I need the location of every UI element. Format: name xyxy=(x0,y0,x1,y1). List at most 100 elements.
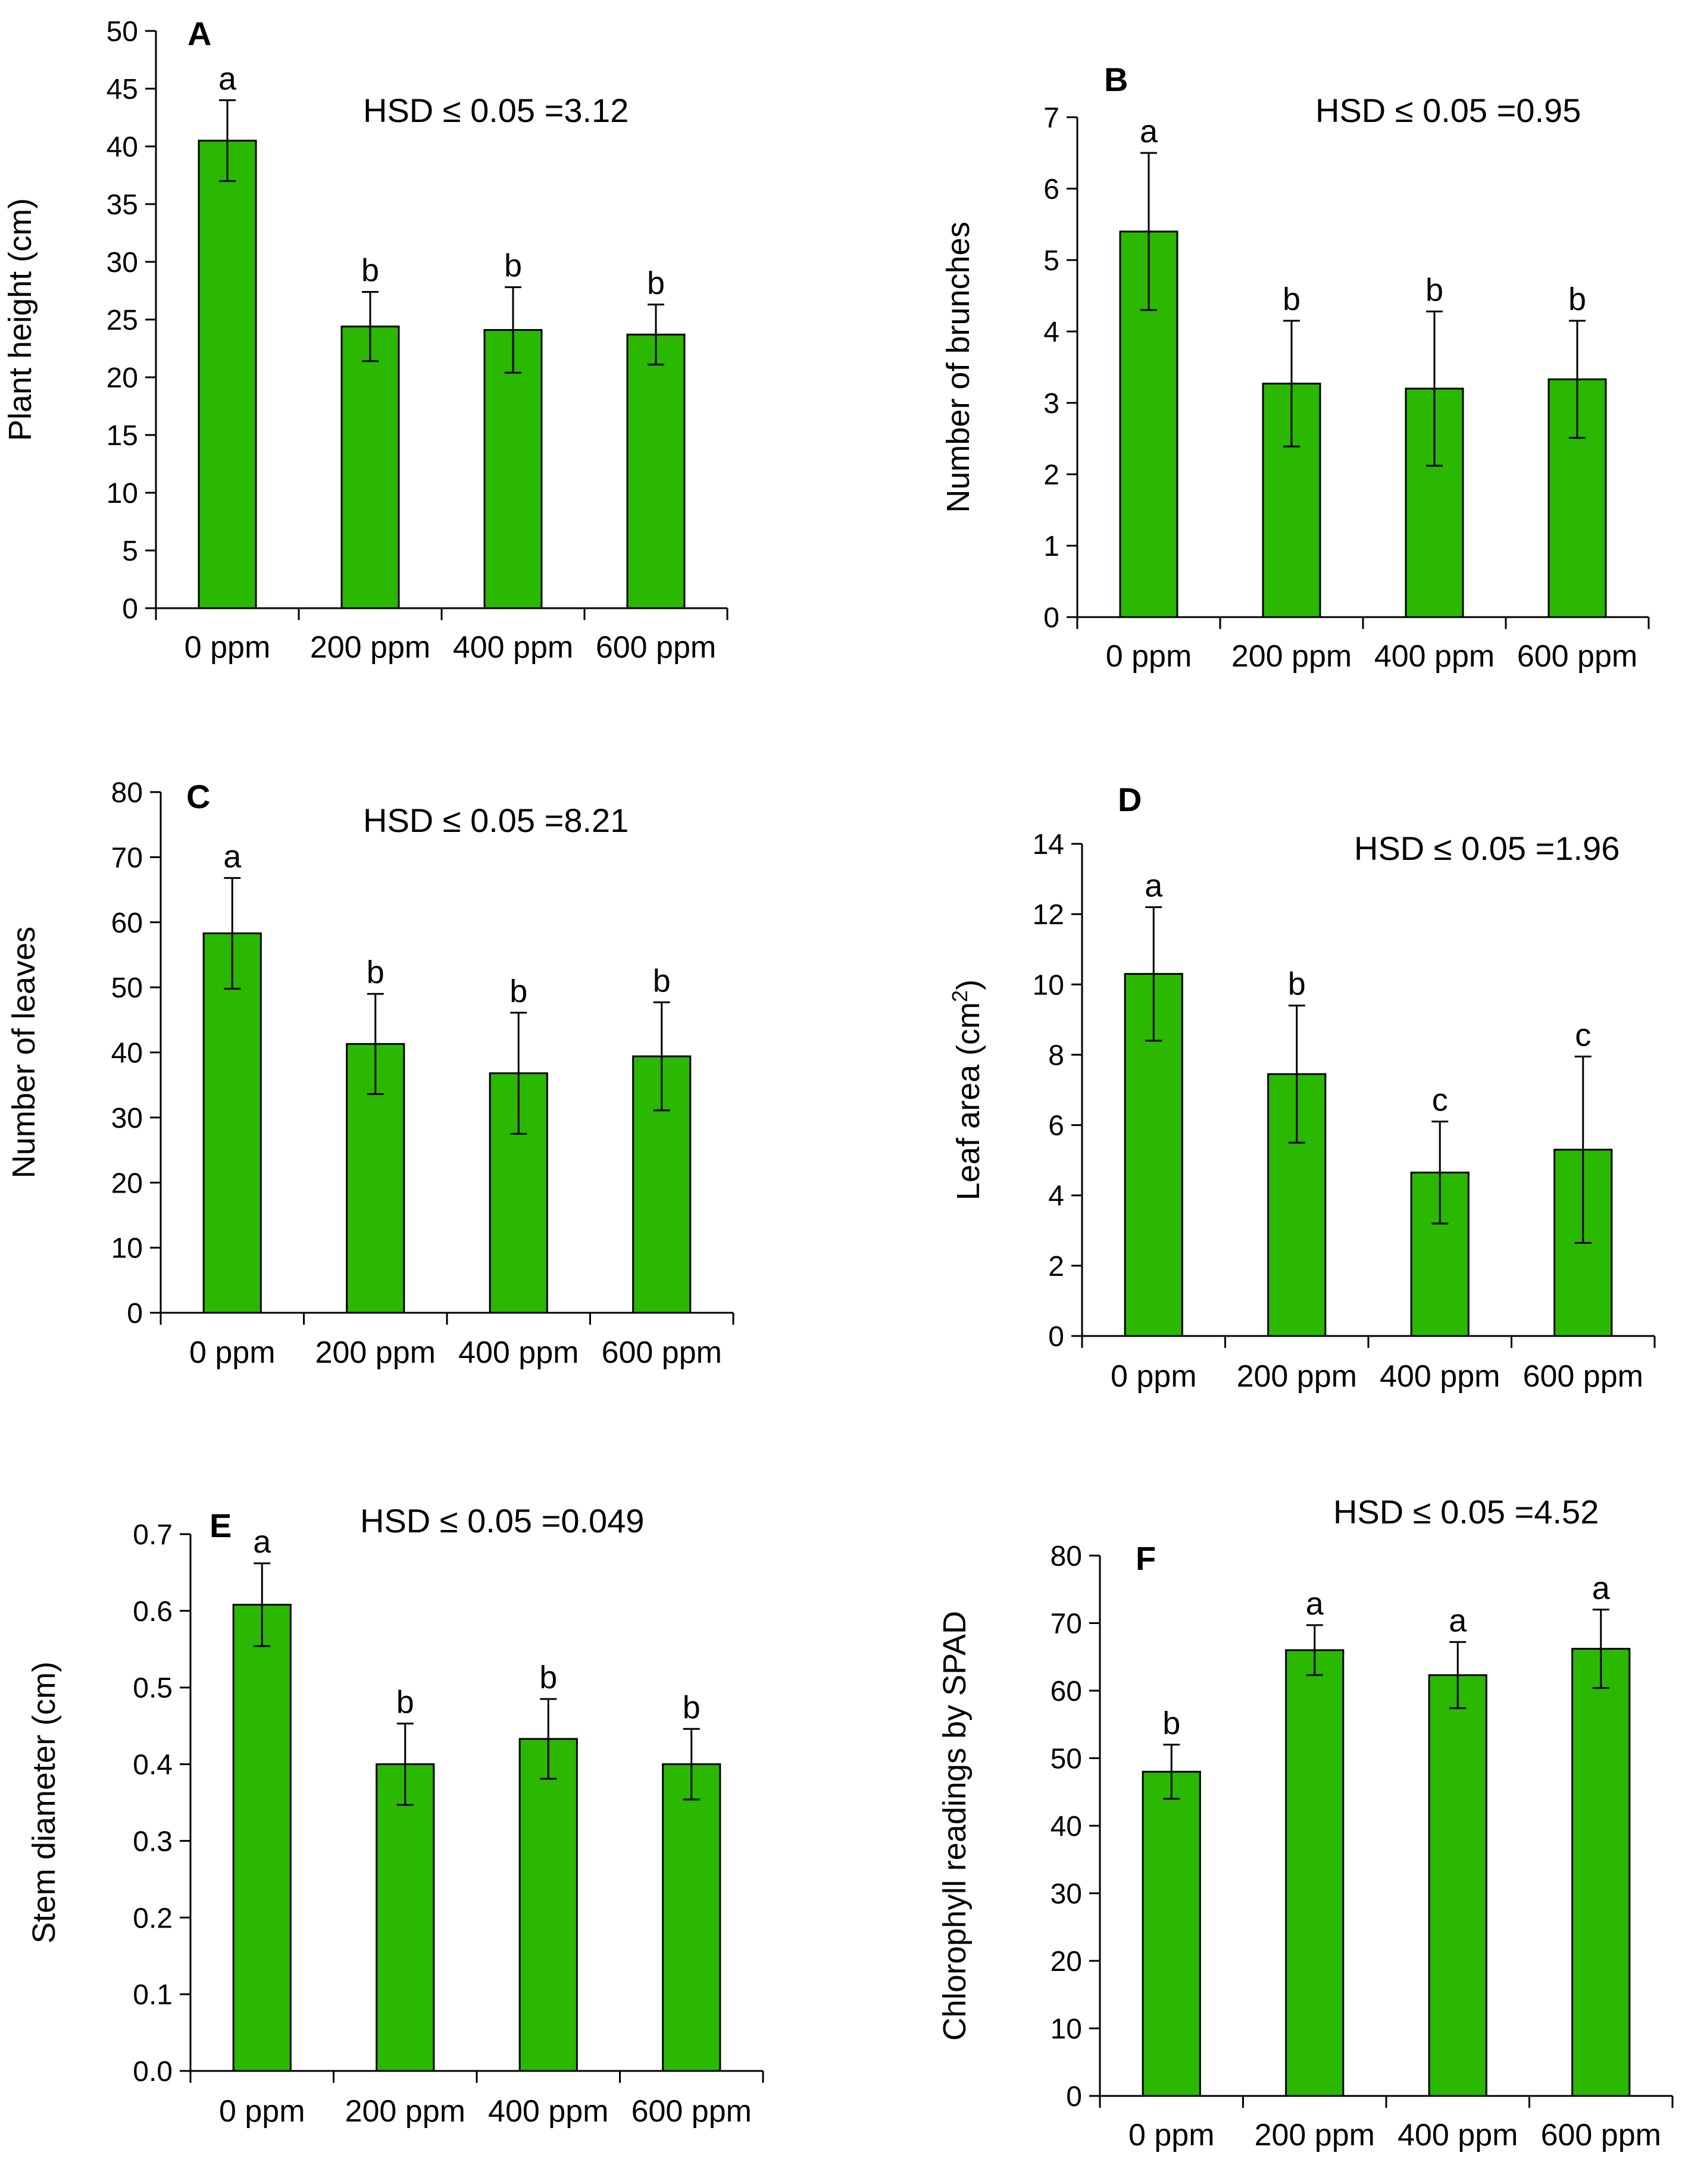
y-tick-label: 60 xyxy=(1051,1676,1082,1707)
bar xyxy=(198,139,257,609)
y-tick-label: 25 xyxy=(107,305,138,336)
significance-letter: b xyxy=(1568,281,1586,317)
y-tick-label: 80 xyxy=(111,777,143,809)
bar xyxy=(626,333,686,609)
hsd-annotation: HSD ≤ 0.05 =3.12 xyxy=(363,92,629,129)
significance-letter: b xyxy=(367,955,384,990)
hsd-annotation: HSD ≤ 0.05 =1.96 xyxy=(1354,830,1620,867)
y-tick-label: 30 xyxy=(107,247,138,279)
x-category-label: 600 ppm xyxy=(1541,2118,1661,2152)
y-tick-label: 0.6 xyxy=(133,1596,173,1628)
panel-letter: D xyxy=(1118,781,1142,818)
significance-letter: a xyxy=(218,61,237,96)
y-tick-label: 2 xyxy=(1048,1251,1064,1282)
hsd-annotation: HSD ≤ 0.05 =0.049 xyxy=(360,1502,644,1540)
y-tick-label: 0.7 xyxy=(133,1519,173,1551)
y-tick-label: 70 xyxy=(1051,1609,1082,1640)
y-tick-label: 50 xyxy=(1051,1744,1082,1775)
significance-letter: b xyxy=(504,248,522,284)
y-tick-label: 0.1 xyxy=(133,1979,173,2011)
bar xyxy=(1428,1674,1487,2097)
bar xyxy=(1285,1649,1345,2097)
x-category-label: 200 ppm xyxy=(315,1335,436,1370)
y-axis-title: Plant height (cm) xyxy=(2,198,38,441)
y-tick-label: 0.2 xyxy=(133,1903,173,1934)
significance-letter: a xyxy=(1306,1586,1324,1622)
x-category-label: 200 ppm xyxy=(1237,1359,1357,1394)
y-axis-title: Chlorophyll readings by SPAD xyxy=(937,1611,973,2041)
y-tick-label: 4 xyxy=(1043,317,1059,348)
y-tick-label: 60 xyxy=(111,908,143,939)
bar xyxy=(1571,1648,1631,2097)
y-tick-label: 40 xyxy=(1051,1811,1082,1842)
x-category-label: 400 ppm xyxy=(1380,1359,1500,1394)
y-axis-title-superscript: 2 xyxy=(948,990,972,1002)
y-tick-label: 6 xyxy=(1043,174,1059,205)
y-axis-title: Number of leaves xyxy=(6,927,42,1178)
bar xyxy=(340,326,400,609)
significance-letter: b xyxy=(647,265,665,301)
y-tick-label: 3 xyxy=(1043,388,1059,420)
y-tick-label: 10 xyxy=(107,478,138,509)
y-tick-label: 0 xyxy=(1043,602,1059,634)
y-axis-title: Stem diameter (cm) xyxy=(26,1662,62,1944)
x-category-label: 600 ppm xyxy=(602,1335,722,1370)
y-tick-label: 5 xyxy=(1043,245,1059,277)
y-tick-label: 30 xyxy=(1051,1879,1082,1910)
y-tick-label: 0 xyxy=(1048,1321,1064,1353)
panel-letter: A xyxy=(187,15,211,52)
bar xyxy=(518,1738,578,2072)
significance-letter: a xyxy=(1145,868,1163,903)
y-axis-title: Number of brunches xyxy=(940,221,976,512)
significance-letter: b xyxy=(539,1660,557,1695)
y-tick-label: 6 xyxy=(1048,1110,1064,1142)
chart-panel-a: 0 5 10 15 20 25 30 35 40 45 50 a 0 ppm b 200 ppm b 400 p… xyxy=(2,15,729,665)
bar xyxy=(232,1604,292,2072)
significance-letter: c xyxy=(1432,1082,1448,1118)
hsd-annotation: HSD ≤ 0.05 =4.52 xyxy=(1333,1493,1599,1531)
chart-panel-b: 0 1 2 3 4 5 6 7 a 0 ppm b 200 ppm b 400 ppm b 600 ppm B H… xyxy=(940,61,1650,674)
y-tick-label: 0.3 xyxy=(133,1826,173,1857)
x-category-label: 0 ppm xyxy=(219,2094,305,2129)
significance-letter: b xyxy=(1425,272,1443,308)
x-category-label: 400 ppm xyxy=(488,2094,608,2129)
significance-letter: c xyxy=(1575,1017,1591,1053)
y-tick-label: 5 xyxy=(122,536,138,567)
bar xyxy=(376,1763,435,2072)
y-tick-label: 20 xyxy=(107,362,138,394)
significance-letter: b xyxy=(1162,1706,1180,1741)
y-tick-label: 35 xyxy=(107,189,138,221)
panel-letter: F xyxy=(1136,1540,1156,1577)
x-category-label: 400 ppm xyxy=(1374,639,1495,674)
significance-letter: a xyxy=(1140,114,1158,149)
panel-letter: E xyxy=(210,1507,232,1544)
y-tick-label: 10 xyxy=(1051,2014,1082,2045)
x-category-label: 0 ppm xyxy=(185,630,271,665)
x-category-label: 200 ppm xyxy=(1231,639,1352,674)
chart-panel-f: 0 10 20 30 40 50 60 70 80 b 0 ppm a 200 ppm a 400 ppm a… xyxy=(937,1493,1674,2152)
y-tick-label: 20 xyxy=(111,1168,143,1199)
y-tick-label: 30 xyxy=(111,1103,143,1134)
x-category-label: 600 ppm xyxy=(596,630,716,665)
y-tick-label: 0.5 xyxy=(133,1673,173,1704)
x-category-label: 200 ppm xyxy=(345,2094,465,2129)
y-tick-label: 45 xyxy=(107,74,138,105)
y-tick-label: 0 xyxy=(127,1298,143,1329)
significance-letter: b xyxy=(509,974,527,1009)
significance-letter: a xyxy=(253,1524,271,1560)
bar xyxy=(202,932,262,1314)
y-tick-label: 80 xyxy=(1051,1541,1082,1572)
y-tick-label: 1 xyxy=(1043,531,1059,562)
y-axis-title-text: Leaf area (cm xyxy=(951,1002,986,1200)
y-tick-label: 8 xyxy=(1048,1040,1064,1071)
significance-letter: b xyxy=(1283,281,1300,317)
y-tick-label: 15 xyxy=(107,420,138,452)
y-tick-label: 70 xyxy=(111,842,143,874)
y-tick-label: 0 xyxy=(122,593,138,625)
y-tick-label: 50 xyxy=(107,16,138,48)
y-tick-label: 50 xyxy=(111,972,143,1004)
x-category-label: 0 ppm xyxy=(1106,639,1192,674)
significance-letter: a xyxy=(223,838,242,874)
chart-panel-e: 0.0 0.1 0.2 0.3 0.4 0.5 0.6 0.7 a 0 ppm b 200 ppm b 4… xyxy=(26,1502,764,2129)
hsd-annotation: HSD ≤ 0.05 =0.95 xyxy=(1315,92,1581,129)
